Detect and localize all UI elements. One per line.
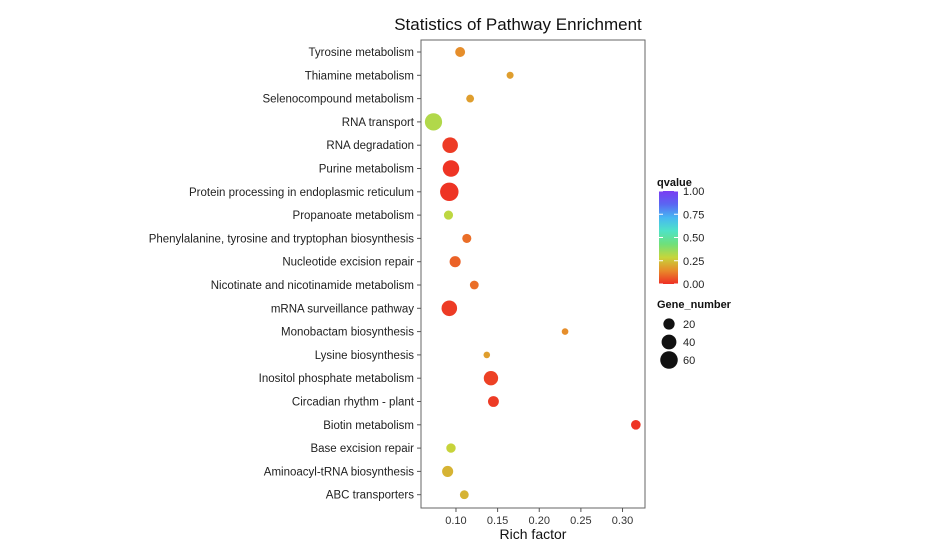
category-label: RNA transport [342,117,415,129]
category-label: ABC transporters [326,490,414,502]
gene-number-legend: Gene_number 20 40 60 [657,299,732,369]
qvalue-legend: qvalue 1.00 0.75 0.50 0.25 0.00 [657,177,704,291]
qvalue-tick-label: 0.00 [683,279,704,291]
category-label: Inositol phosphate metabolism [259,373,414,385]
category-label: Circadian rhythm - plant [292,397,415,409]
category-label: Monobactam biosynthesis [281,327,414,339]
data-point [483,371,499,386]
category-label: Propanoate metabolism [293,210,414,222]
qvalue-tick-label: 0.75 [683,209,704,221]
size-legend-dot [661,334,677,350]
qvalue-colorbar [659,191,678,284]
gene-number-legend-title: Gene_number [657,299,732,311]
qvalue-tick-label: 0.25 [683,256,704,268]
data-point [631,419,641,430]
qvalue-legend-title: qvalue [657,177,692,189]
size-legend-label: 40 [683,337,695,349]
category-label: Protein processing in endoplasmic reticu… [189,187,414,199]
category-label: RNA degradation [326,140,414,152]
category-label: Nicotinate and nicotinamide metabolism [211,280,414,292]
data-point [462,233,472,243]
data-point [446,443,456,453]
data-point [449,256,461,268]
category-label: Biotin metabolism [323,420,414,432]
plot-panel [420,39,646,509]
category-label: Purine metabolism [319,164,414,176]
x-axis: 0.10 0.15 0.20 0.25 0.30 [445,508,633,527]
category-label: Aminoacyl-tRNA biosynthesis [264,466,414,478]
x-tick-label: 0.15 [487,515,508,527]
category-label: mRNA surveillance pathway [271,303,414,315]
data-point [442,160,460,177]
category-label: Base excision repair [310,443,414,455]
category-label: Thiamine metabolism [305,70,414,82]
size-legend-label: 20 [683,319,695,331]
size-legend-label: 60 [683,355,695,367]
data-point [561,328,569,335]
data-point [469,280,479,290]
category-label: Selenocompound metabolism [262,94,414,106]
category-label: Phenylalanine, tyrosine and tryptophan b… [149,233,415,245]
chart-title: Statistics of Pathway Enrichment [394,15,642,34]
x-tick-label: 0.20 [529,515,550,527]
size-legend-dot [663,318,675,330]
x-tick-label: 0.30 [612,515,633,527]
data-point [442,465,454,477]
data-point [455,47,466,57]
data-point [459,490,469,500]
qvalue-tick-label: 1.00 [683,186,704,198]
data-point [424,113,443,131]
x-axis-title: Rich factor [500,526,567,542]
category-label: Nucleotide excision repair [282,257,414,269]
data-point [442,137,458,153]
data-point [483,351,491,359]
category-axis: Tyrosine metabolism Thiamine metabolism Se… [149,47,421,502]
category-label: Tyrosine metabolism [309,47,414,59]
data-point [443,210,454,220]
size-legend-dot [660,351,678,369]
x-tick-label: 0.25 [570,515,591,527]
data-points [424,47,641,500]
category-label: Lysine biosynthesis [315,350,415,362]
data-point [506,71,514,79]
data-point [466,94,475,103]
qvalue-tick-label: 0.50 [683,233,704,245]
x-tick-label: 0.10 [445,515,466,527]
data-point [440,182,459,202]
data-point [441,300,458,317]
data-point [488,396,499,407]
